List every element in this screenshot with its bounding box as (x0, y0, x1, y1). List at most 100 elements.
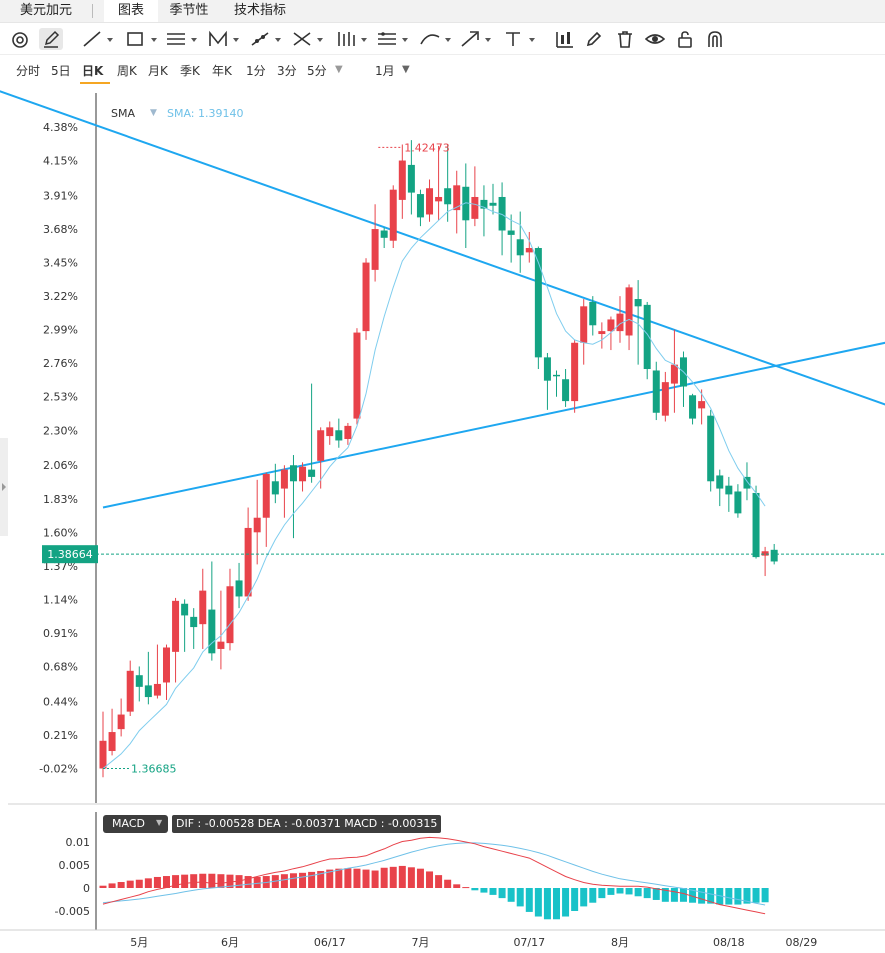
arrow-icon[interactable] (458, 28, 494, 50)
candle-down (308, 383, 316, 483)
candle-body (489, 202, 497, 206)
macd-histogram-bar (761, 888, 769, 903)
candle-body (226, 586, 234, 644)
candle-body (616, 313, 624, 332)
month-select[interactable]: 1月 (375, 64, 395, 78)
tab-seasonality[interactable]: 季节性 (169, 3, 209, 18)
trendline (102, 341, 885, 509)
candle-body (725, 485, 733, 495)
price-tick-label: 0.21% (43, 729, 78, 742)
candle-down (562, 369, 570, 407)
macd-histogram-bar (752, 888, 760, 903)
candle-body (698, 401, 706, 409)
candle-up (153, 644, 161, 699)
pattern-icon[interactable] (206, 28, 242, 50)
macd-dropdown-icon[interactable]: ▼ (156, 818, 163, 827)
candle-body (716, 475, 724, 489)
period-3min[interactable]: 3分 (277, 64, 297, 78)
period-1min[interactable]: 1分 (246, 64, 266, 78)
text-icon[interactable] (502, 28, 538, 50)
candle-down (770, 543, 778, 565)
macd-histogram-bar (326, 869, 334, 888)
time-tick-label: 06/17 (314, 936, 346, 949)
candle-body (108, 732, 116, 752)
candle-up (99, 711, 107, 778)
candle-down (734, 484, 742, 518)
candle-up (607, 316, 615, 351)
settings-icon[interactable] (9, 28, 31, 50)
candle-body (525, 248, 533, 253)
tab-technical-indicators[interactable]: 技术指标 (233, 3, 286, 18)
candle-down (498, 182, 506, 256)
macd-histogram-bar (543, 888, 551, 920)
macd-pane: 0.01 0.005 0 -0.005 (55, 836, 769, 920)
ray-icon[interactable] (248, 28, 284, 50)
period-daily[interactable]: 日K (82, 64, 104, 78)
indicator-icon[interactable] (554, 28, 576, 50)
horizontal-levels-icon[interactable] (375, 28, 411, 50)
candle-body (453, 185, 461, 211)
candle-body (335, 430, 343, 441)
period-yearly[interactable]: 年K (212, 64, 232, 78)
side-panel-handle[interactable] (0, 438, 8, 536)
period-5min[interactable]: 5分 (307, 64, 327, 78)
sma-indicator-label[interactable]: SMA (111, 107, 135, 120)
tab-symbol[interactable]: 美元加元 (19, 3, 72, 18)
candle-up (162, 644, 170, 700)
candle-body (416, 194, 424, 218)
trash-icon[interactable] (614, 28, 636, 50)
candle-down (181, 599, 189, 652)
macd-histogram-bar (553, 888, 560, 920)
rectangle-icon[interactable] (124, 28, 160, 50)
fib-icon[interactable] (290, 28, 326, 50)
period-5day[interactable]: 5日 (51, 64, 71, 78)
brush-icon[interactable] (583, 28, 605, 50)
macd-histogram-bar (407, 867, 415, 888)
candle-down (689, 393, 697, 425)
period-intraday[interactable]: 分时 (16, 64, 41, 78)
candle-body (162, 647, 170, 683)
magnet-icon[interactable] (704, 28, 726, 50)
candle-up (698, 389, 706, 425)
macd-histogram-bar (507, 888, 515, 902)
macd-histogram-bar (734, 888, 742, 905)
macd-histogram-bar (317, 870, 325, 888)
candle-body (126, 670, 134, 712)
period-more-chevron-icon[interactable]: ▼ (335, 64, 343, 75)
sma-dropdown-icon[interactable]: ▼ (150, 108, 157, 118)
time-tick-label: 08/29 (786, 936, 818, 949)
line-icon[interactable] (80, 28, 116, 50)
macd-histogram-bar (670, 888, 678, 902)
macd-histogram-bar (444, 879, 452, 888)
trendline (0, 90, 885, 406)
candle-down (235, 562, 243, 609)
macd-histogram-bar (725, 888, 733, 905)
macd-indicator-button[interactable]: MACD ▼ (103, 815, 168, 833)
candle-up (326, 421, 334, 445)
macd-histogram-bar (162, 876, 170, 888)
macd-histogram-bar (453, 884, 461, 888)
curve-icon[interactable] (418, 28, 454, 50)
candle-body (253, 517, 261, 533)
period-quarterly[interactable]: 季K (180, 64, 200, 78)
macd-histogram-bar (299, 872, 307, 888)
candle-up (262, 472, 270, 547)
candle-body (444, 188, 452, 205)
tab-divider (92, 4, 93, 18)
month-select-chevron-icon[interactable]: ▼ (402, 64, 410, 75)
tab-chart[interactable]: 图表 (104, 0, 158, 22)
candle-body (199, 590, 207, 625)
trendlines (0, 90, 885, 509)
candle-up (580, 299, 588, 365)
price-tick-label: 3.91% (43, 190, 78, 203)
parallel-lines-icon[interactable] (164, 28, 200, 50)
candle-body (534, 248, 542, 358)
lock-icon[interactable] (674, 28, 696, 50)
period-monthly[interactable]: 月K (148, 64, 168, 78)
period-weekly[interactable]: 周K (117, 64, 137, 78)
bars-icon[interactable] (334, 28, 370, 50)
candle-body (480, 199, 488, 209)
draw-pen-icon[interactable] (39, 28, 63, 50)
eye-icon[interactable] (644, 28, 666, 50)
